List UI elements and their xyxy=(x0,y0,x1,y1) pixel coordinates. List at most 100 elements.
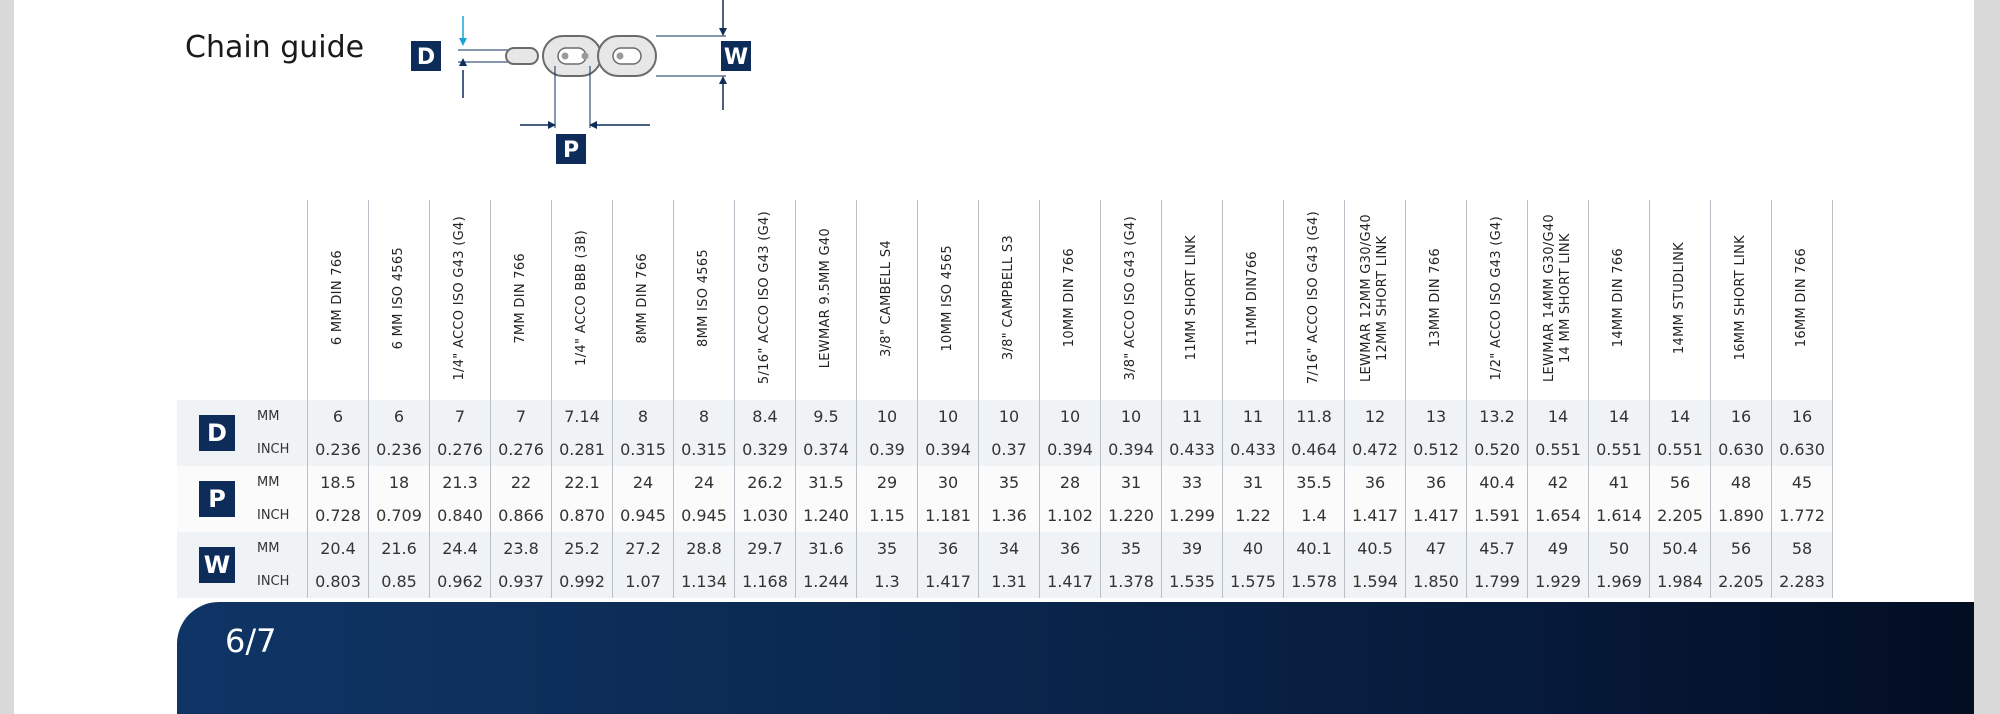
column-header: 6 MM DIN 766 xyxy=(307,200,369,400)
table-cell: 14 xyxy=(1588,400,1650,433)
table-cell: 1.07 xyxy=(612,565,674,598)
table-cell: 8.4 xyxy=(734,400,796,433)
table-cell: 0.85 xyxy=(368,565,430,598)
column-header: 14MM DIN 766 xyxy=(1588,200,1650,400)
table-cell: 1.22 xyxy=(1222,499,1284,532)
table-cell: 0.464 xyxy=(1283,433,1345,466)
column-header: 6 MM ISO 4565 xyxy=(368,200,430,400)
table-row: W MM 20.4 21.6 24.4 23.8 25.2 27.2 28.8 29.7 31.6 3… xyxy=(177,532,1833,598)
column-header: 7/16" ACCO ISO G43 (G4) xyxy=(1283,200,1345,400)
column-header-label: 1/2" ACCO ISO G43 (G4) xyxy=(1489,215,1504,381)
column-header-label: 5/16" ACCO ISO G43 (G4) xyxy=(757,211,772,385)
table-cell: 28.8 xyxy=(673,532,735,565)
table-cell: 0.236 xyxy=(368,433,430,466)
table-cell: 7 xyxy=(429,400,491,433)
table-cell: 0.709 xyxy=(368,499,430,532)
table-cell: 23.8 xyxy=(490,532,552,565)
column-header-label: 6 MM ISO 4565 xyxy=(391,246,406,350)
dimension-badge: P xyxy=(199,481,235,517)
unit-label: INCH xyxy=(257,565,308,598)
table-cell: 31 xyxy=(1100,466,1162,499)
table-cell: 47 xyxy=(1405,532,1467,565)
column-header: 7MM DIN 766 xyxy=(490,200,552,400)
table-cell: 8 xyxy=(673,400,735,433)
column-header: 14MM STUDLINK xyxy=(1649,200,1711,400)
table-cell: 2.283 xyxy=(1771,565,1833,598)
column-header-label: 1/4" ACCO BBB (3B) xyxy=(574,230,589,366)
table-cell: 42 xyxy=(1527,466,1589,499)
column-header-label: 11MM SHORT LINK xyxy=(1184,235,1199,361)
table-cell: 50 xyxy=(1588,532,1650,565)
column-header-label: 11MM DIN766 xyxy=(1245,250,1260,346)
table-cell: 21.3 xyxy=(429,466,491,499)
column-header-label: LEWMAR 14MM G30/G40 14 MM SHORT LINK xyxy=(1542,213,1573,382)
table-cell: 1.890 xyxy=(1710,499,1772,532)
column-header-label: 16MM SHORT LINK xyxy=(1733,235,1748,361)
table-cell: 7.14 xyxy=(551,400,613,433)
table-cell: 28 xyxy=(1039,466,1101,499)
table-cell: 1.654 xyxy=(1527,499,1589,532)
table-cell: 1.3 xyxy=(856,565,918,598)
table-cell: 1.299 xyxy=(1161,499,1223,532)
column-header-label: 3/8" CAMPBELL S3 xyxy=(1001,235,1016,361)
table-cell: 1.984 xyxy=(1649,565,1711,598)
table-cell: 26.2 xyxy=(734,466,796,499)
table-cell: 56 xyxy=(1649,466,1711,499)
table-cell: 1.168 xyxy=(734,565,796,598)
table-cell: 10 xyxy=(1039,400,1101,433)
column-header: 16MM SHORT LINK xyxy=(1710,200,1772,400)
table-cell: 13 xyxy=(1405,400,1467,433)
table-cell: 11.8 xyxy=(1283,400,1345,433)
column-header-label: 7/16" ACCO ISO G43 (G4) xyxy=(1306,211,1321,385)
table-cell: 24.4 xyxy=(429,532,491,565)
table-row: INCH 0.803 0.85 0.962 0.937 0.992 1.07 1.134 1.1… xyxy=(177,565,1833,598)
table-cell: 0.329 xyxy=(734,433,796,466)
table-cell: 14 xyxy=(1649,400,1711,433)
table-cell: 36 xyxy=(1039,532,1101,565)
table-cell: 10 xyxy=(1100,400,1162,433)
table-cell: 29.7 xyxy=(734,532,796,565)
document-page: Chain guide D P xyxy=(14,0,1974,714)
table-cell: 0.433 xyxy=(1161,433,1223,466)
column-header-label: 1/4" ACCO ISO G43 (G4) xyxy=(452,215,467,381)
table-cell: 1.417 xyxy=(1405,499,1467,532)
table-cell: 1.614 xyxy=(1588,499,1650,532)
table-cell: 11 xyxy=(1222,400,1284,433)
table-cell: 33 xyxy=(1161,466,1223,499)
table-cell: 35 xyxy=(1100,532,1162,565)
column-header: 1/4" ACCO BBB (3B) xyxy=(551,200,613,400)
table-cell: 0.315 xyxy=(673,433,735,466)
table-cell: 1.417 xyxy=(1039,565,1101,598)
w-dimension-badge xyxy=(721,41,751,71)
table-cell: 24 xyxy=(612,466,674,499)
table-cell: 0.394 xyxy=(1039,433,1101,466)
table-cell: 31 xyxy=(1222,466,1284,499)
unit-label: MM xyxy=(257,400,308,433)
table-cell: 40 xyxy=(1222,532,1284,565)
table-cell: 0.236 xyxy=(307,433,369,466)
table-cell: 2.205 xyxy=(1649,499,1711,532)
column-header: 13MM DIN 766 xyxy=(1405,200,1467,400)
table-cell: 0.394 xyxy=(917,433,979,466)
table-cell: 31.6 xyxy=(795,532,857,565)
column-header-label: 6 MM DIN 766 xyxy=(330,250,345,346)
table-cell: 48 xyxy=(1710,466,1772,499)
table-cell: 1.575 xyxy=(1222,565,1284,598)
d-label: D xyxy=(417,45,435,70)
column-header: LEWMAR 14MM G30/G40 14 MM SHORT LINK xyxy=(1527,200,1589,400)
unit-label: MM xyxy=(257,466,308,499)
page-number: 6/7 xyxy=(225,622,277,660)
column-header-label: 8MM ISO 4565 xyxy=(696,249,711,347)
p-dimension-badge xyxy=(556,134,586,164)
column-header-label: 3/8" CAMBELL S4 xyxy=(879,239,894,357)
table-cell: 9.5 xyxy=(795,400,857,433)
table-cell: 0.281 xyxy=(551,433,613,466)
table-body: D MM 6 6 7 7 7.14 8 8 8.4 9.5 10 10 10 10 10 11 11 11.8 12 1… xyxy=(177,400,1833,598)
unit-label: INCH xyxy=(257,499,308,532)
table-cell: 7 xyxy=(490,400,552,433)
table-cell: 1.799 xyxy=(1466,565,1528,598)
column-header: 10MM ISO 4565 xyxy=(917,200,979,400)
w-label: W xyxy=(724,45,748,70)
table-cell: 31.5 xyxy=(795,466,857,499)
d-dimension-badge xyxy=(411,41,441,71)
